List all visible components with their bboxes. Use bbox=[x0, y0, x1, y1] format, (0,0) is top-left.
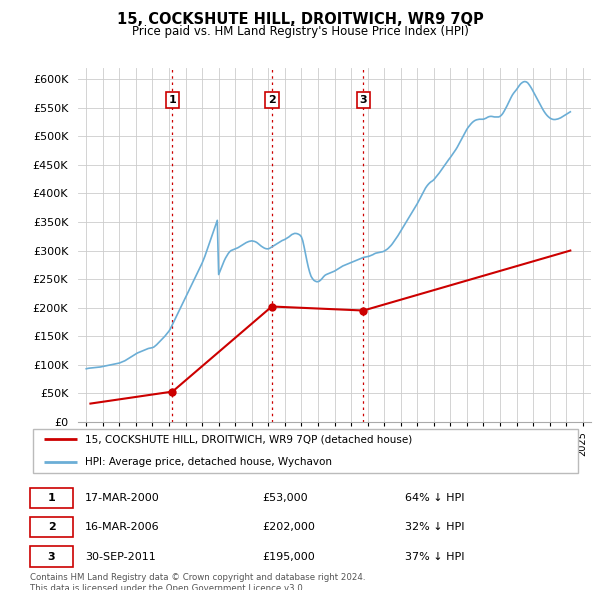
Text: HPI: Average price, detached house, Wychavon: HPI: Average price, detached house, Wych… bbox=[85, 457, 332, 467]
Text: 2: 2 bbox=[268, 95, 275, 104]
FancyBboxPatch shape bbox=[30, 488, 73, 508]
Text: 30-SEP-2011: 30-SEP-2011 bbox=[85, 552, 156, 562]
FancyBboxPatch shape bbox=[33, 428, 578, 473]
Text: Contains HM Land Registry data © Crown copyright and database right 2024.
This d: Contains HM Land Registry data © Crown c… bbox=[30, 573, 365, 590]
Text: 15, COCKSHUTE HILL, DROITWICH, WR9 7QP: 15, COCKSHUTE HILL, DROITWICH, WR9 7QP bbox=[116, 12, 484, 27]
Text: 2: 2 bbox=[47, 522, 55, 532]
FancyBboxPatch shape bbox=[30, 517, 73, 537]
Text: 37% ↓ HPI: 37% ↓ HPI bbox=[406, 552, 465, 562]
Text: Price paid vs. HM Land Registry's House Price Index (HPI): Price paid vs. HM Land Registry's House … bbox=[131, 25, 469, 38]
Text: 64% ↓ HPI: 64% ↓ HPI bbox=[406, 493, 465, 503]
Text: 1: 1 bbox=[169, 95, 176, 104]
Text: 1: 1 bbox=[47, 493, 55, 503]
Text: 17-MAR-2000: 17-MAR-2000 bbox=[85, 493, 160, 503]
FancyBboxPatch shape bbox=[30, 546, 73, 566]
Text: 15, COCKSHUTE HILL, DROITWICH, WR9 7QP (detached house): 15, COCKSHUTE HILL, DROITWICH, WR9 7QP (… bbox=[85, 434, 412, 444]
Text: 32% ↓ HPI: 32% ↓ HPI bbox=[406, 522, 465, 532]
Text: 3: 3 bbox=[359, 95, 367, 104]
Text: £195,000: £195,000 bbox=[262, 552, 314, 562]
Text: 16-MAR-2006: 16-MAR-2006 bbox=[85, 522, 160, 532]
Text: £53,000: £53,000 bbox=[262, 493, 307, 503]
Text: £202,000: £202,000 bbox=[262, 522, 315, 532]
Text: 3: 3 bbox=[48, 552, 55, 562]
